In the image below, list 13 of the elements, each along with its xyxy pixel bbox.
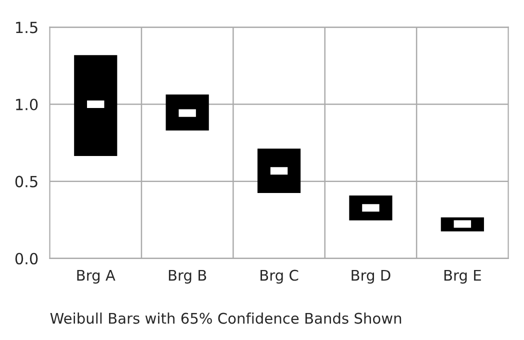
x-tick-label: Brg D	[352, 270, 390, 284]
x-tick-label: Brg A	[77, 270, 116, 284]
y-tick-label: 1.5	[16, 22, 38, 34]
y-tick-label: 0.0	[15, 252, 38, 264]
bar	[74, 55, 118, 156]
x-tick-label: Brg C	[260, 270, 298, 284]
y-tick-label: 0.5	[15, 176, 38, 188]
bar	[166, 94, 209, 130]
bar	[257, 148, 301, 194]
x-tick-label: Brg B	[168, 270, 206, 284]
y-tick-label: 1.0	[16, 98, 38, 110]
text: Weibull Bars with 65% Confidence Bands Shown	[50, 312, 402, 324]
x-tick-label: Brg E	[444, 270, 481, 284]
